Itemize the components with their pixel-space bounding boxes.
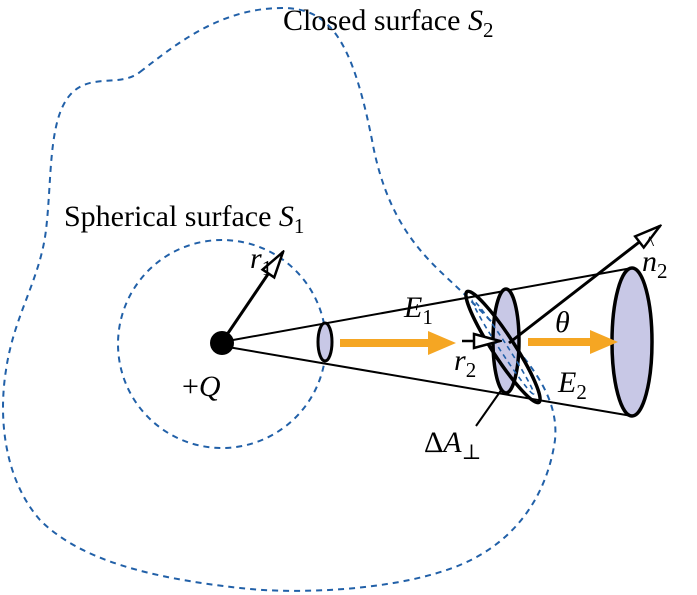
- spherical-surface-label: Spherical surface S1: [64, 200, 304, 237]
- delta-a-var: A: [443, 426, 462, 459]
- r2-label: r2: [454, 344, 476, 381]
- e1-label: E1: [404, 291, 433, 328]
- r2-sub: 2: [465, 358, 477, 382]
- charge-sign: +: [182, 370, 199, 403]
- e2-var: E: [558, 366, 577, 399]
- closed-surface-sub: 2: [482, 18, 494, 42]
- spherical-surface-sub: 1: [293, 214, 305, 238]
- cone-lower-line: [221, 345, 633, 417]
- n2-var: n: [642, 234, 657, 277]
- field-arrow-e2-head: [590, 330, 618, 354]
- area-on-s1: [316, 321, 334, 363]
- e2-label: E2: [558, 366, 587, 403]
- field-arrow-e1-head: [428, 331, 456, 355]
- spherical-surface-text: Spherical surface: [64, 200, 279, 233]
- normal-vector-n2: [508, 226, 660, 345]
- delta-a-leader-line: [475, 388, 503, 427]
- closed-surface-var: S: [467, 4, 483, 37]
- delta-a-label: ΔA⊥: [424, 426, 481, 463]
- r1-radius-arrow: [220, 252, 283, 343]
- r1-var: r: [250, 242, 262, 275]
- r1-sub: 1: [261, 256, 273, 280]
- point-charge: [210, 331, 234, 355]
- n2-label: n2: [642, 234, 668, 282]
- closed-surface-text: Closed surface: [283, 4, 468, 37]
- r1-label: r1: [250, 242, 272, 279]
- closed-surface-s2: [2, 6, 557, 592]
- delta-a-sub: ⊥: [461, 440, 482, 464]
- closed-surface-label: Closed surface S2: [283, 4, 493, 41]
- theta-label: θ: [555, 306, 570, 339]
- delta-a-delta: Δ: [424, 426, 444, 459]
- cone-upper-line: [221, 267, 633, 343]
- spherical-surface-var: S: [278, 200, 294, 233]
- charge-label: +Q: [182, 372, 221, 402]
- e2-sub: 2: [576, 380, 587, 404]
- e1-sub: 1: [422, 305, 433, 329]
- e1-var: E: [404, 291, 423, 324]
- n2-sub: 2: [657, 259, 668, 283]
- r2-var: r: [454, 344, 466, 377]
- charge-var: Q: [198, 370, 221, 403]
